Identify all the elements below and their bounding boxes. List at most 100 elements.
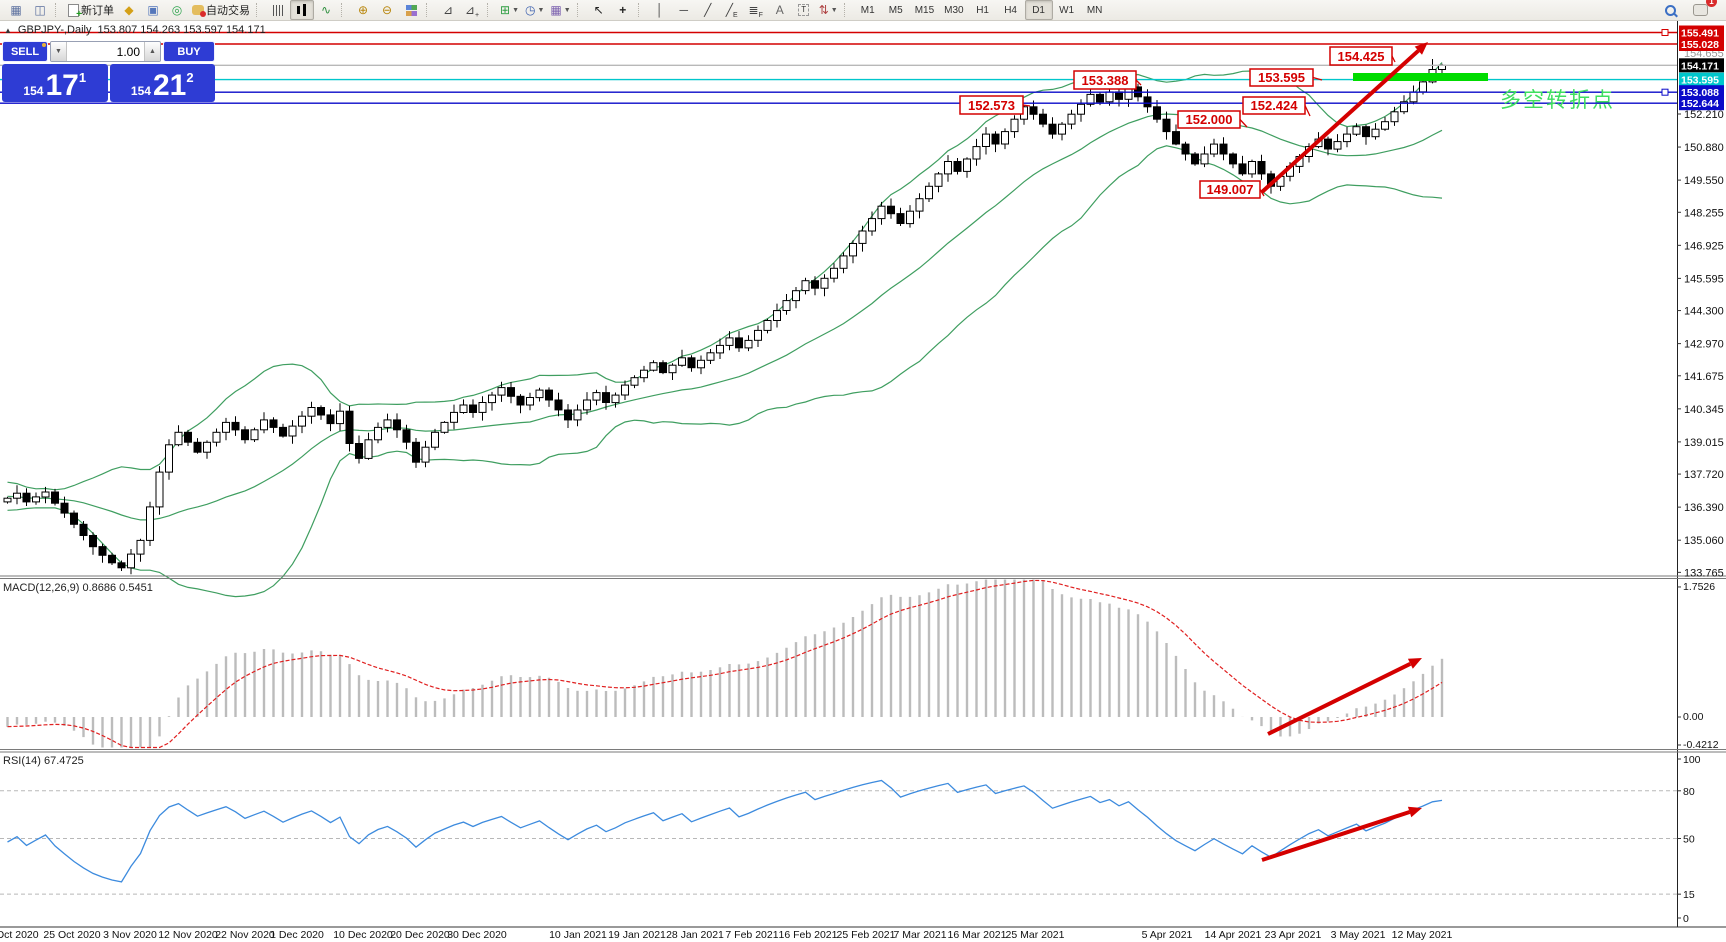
date-tick: 25 Mar 2021 [1006,929,1065,941]
profiles-icon: ◫ [34,3,46,17]
trendline-icon: ╱ [704,3,712,17]
chart-shift-button[interactable]: ⊿ + [464,3,480,19]
trend-arrow-3[interactable] [1261,810,1411,862]
arrows-button[interactable]: ⇅ ▼ [816,0,841,20]
text-button[interactable]: A [768,0,792,20]
candle [108,554,116,564]
crosshair-button[interactable]: + [611,0,635,20]
rsi-layer [0,779,1677,895]
trend-arrow-2[interactable] [1267,662,1412,736]
candle [592,392,601,401]
levels-layer[interactable]: 155.491155.028154.171153.595153.088152.6… [0,25,1724,111]
trendline-button[interactable]: ╱ [696,0,720,20]
search-button[interactable] [1658,0,1682,20]
notifications-button[interactable]: 1 [1688,0,1717,20]
candle [70,512,78,525]
candle [972,146,981,160]
metaeditor-button[interactable]: ◆ [117,0,141,20]
tile-windows-button[interactable] [399,0,423,20]
price-tick: 150.880 [1684,142,1724,154]
candle [431,431,439,448]
price-callout-152.000[interactable] [1177,110,1241,129]
draw-layer[interactable]: 152.573 153.388 152.000 152.424 153.595 154.4… [959,42,1615,862]
ask-price[interactable]: 154 21 2 [109,64,215,102]
cursor-button[interactable]: ↖ [587,0,611,20]
candle [1191,153,1199,165]
crosshair-icon: + [619,3,627,17]
price-callout-152.424[interactable] [1242,96,1306,115]
candle [1181,143,1190,155]
price-callout-154.425[interactable] [1329,46,1393,66]
timeframe-m1[interactable]: M1 [860,4,875,16]
trend-arrow-1[interactable] [1260,49,1420,194]
rsi-tick: 15 [1683,889,1695,901]
price-callout-149.007[interactable] [1199,180,1261,199]
bar-chart-button[interactable] [266,0,290,20]
volume-decrease-button[interactable]: ▼ [51,42,67,61]
price-callout-152.573[interactable] [959,95,1024,115]
sell-button[interactable]: SELL [2,41,48,62]
timeframe-h1[interactable]: H1 [976,4,989,16]
vertical-line-button[interactable]: │ [648,0,672,20]
timeframe-m30[interactable]: M30 [944,4,964,16]
labels-layer: MACD(12,26,9) 0.8686 0.5451 RSI(14) 67.47… [0,582,1453,941]
date-tick: 25 Feb 2021 [837,929,896,941]
auto-scroll-button[interactable]: ⊿ [436,0,460,20]
templates-button[interactable]: ▦ ▼ [547,0,573,20]
new-order-button[interactable]: 新订单 [65,0,117,20]
candle [545,389,553,401]
toolbar-separator [256,3,261,17]
bid-price[interactable]: 154 17 1 [2,64,108,102]
line-handle[interactable] [1661,29,1669,36]
timeframe-m5[interactable]: M5 [888,4,903,16]
signals-button[interactable]: ◎ [165,0,189,20]
terminal-button[interactable]: ▣ [141,0,165,20]
candle [735,337,743,349]
indicators-button[interactable]: ⊞ ▼ [497,0,522,20]
date-tick: 22 Nov 2020 [215,929,275,941]
horizontal-line-button[interactable]: ─ [672,0,696,20]
candle [1200,153,1209,165]
computer-icon: ▣ [147,3,159,17]
candle [1229,153,1237,165]
timeframe-h4[interactable]: H4 [1004,4,1017,16]
channel-button[interactable]: ╱ E [725,3,738,19]
candle [858,230,867,244]
bid-big: 17 [45,69,79,102]
candle [41,491,50,498]
price-callout-153.388[interactable] [1073,70,1137,90]
candle [1143,96,1152,108]
new-chart-button[interactable]: ▦ [4,0,28,20]
candle [1324,138,1332,150]
timeframe-d1[interactable]: D1 [1024,0,1053,20]
line-handle[interactable] [1661,88,1669,96]
volume-increase-button[interactable]: ▲ [144,42,160,61]
volume-input[interactable] [67,42,144,61]
price-callout-text: 153.388 [1082,73,1129,88]
candle [953,161,962,172]
candle [877,205,886,220]
chart-profiles-button[interactable]: ◫ [28,0,52,20]
timeframe-mn[interactable]: MN [1086,4,1103,16]
price-callout-153.595[interactable] [1249,68,1314,87]
candle-chart-button[interactable] [290,0,314,20]
zoom-in-button[interactable]: ⊕ [351,0,375,20]
autotrade-label: 自动交易 [206,5,250,17]
autotrade-button[interactable]: 自动交易 [189,0,253,20]
timeframe-w1[interactable]: W1 [1059,4,1075,16]
periods-button[interactable]: ◷ ▼ [522,0,547,20]
fibonacci-button[interactable]: ≣ F [748,3,763,19]
candle [1333,141,1342,150]
candle [744,339,753,349]
collapse-panel-icon[interactable]: ▲ [4,25,12,35]
pivot-note[interactable]: 多空转折点 [1500,89,1615,112]
buy-button[interactable]: BUY [163,41,215,62]
zoom-out-button[interactable]: ⊖ [375,0,399,20]
text-label-button[interactable]: T [792,0,816,20]
support-bar[interactable] [1353,73,1488,81]
candle [621,384,629,396]
line-chart-button[interactable]: ∿ [314,0,338,20]
price-label: 154.171 [1681,60,1719,72]
timeframe-m15[interactable]: M15 [914,4,935,16]
